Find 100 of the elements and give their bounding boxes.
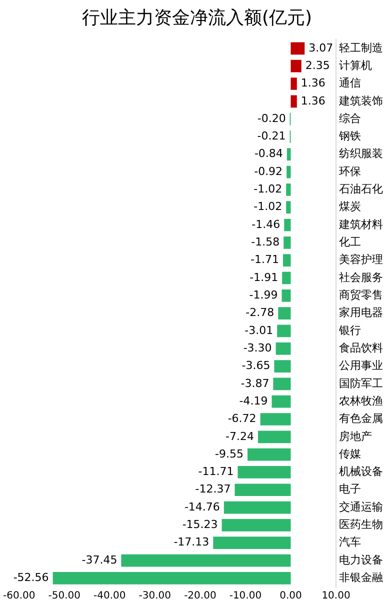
data-label: 1.36 bbox=[300, 94, 326, 108]
data-label: -9.55 bbox=[215, 447, 244, 460]
bar bbox=[258, 430, 291, 444]
bar bbox=[276, 342, 291, 355]
bar bbox=[286, 184, 291, 196]
bar bbox=[238, 466, 291, 478]
data-label: -0.84 bbox=[254, 147, 283, 160]
data-label: -1.91 bbox=[250, 270, 278, 284]
y-tick-label: 化工 bbox=[339, 236, 361, 249]
data-label: -12.37 bbox=[195, 482, 231, 496]
y-tick-label: 社会服务 bbox=[339, 270, 383, 284]
data-label: -0.21 bbox=[257, 130, 286, 143]
data-label: -3.30 bbox=[243, 341, 272, 354]
bar bbox=[260, 413, 291, 426]
y-tick-label: 综合 bbox=[339, 112, 361, 125]
bar bbox=[273, 378, 291, 390]
bar bbox=[290, 95, 297, 108]
x-tick-label: -40.00 bbox=[94, 590, 126, 602]
data-label: -17.13 bbox=[174, 536, 210, 549]
y-tick-label: 银行 bbox=[338, 324, 361, 337]
data-label: 1.36 bbox=[300, 76, 326, 90]
x-tick-label: -20.00 bbox=[184, 590, 216, 602]
bar bbox=[290, 42, 305, 55]
chart-title: 行业主力资金净流入额(亿元) bbox=[82, 7, 312, 28]
y-tick-label: 建筑材料 bbox=[338, 218, 383, 231]
bar bbox=[284, 236, 291, 249]
data-label: -1.99 bbox=[249, 288, 278, 302]
y-tick-label: 汽车 bbox=[339, 536, 361, 549]
bar bbox=[272, 395, 291, 408]
x-tick-label: -50.00 bbox=[48, 590, 81, 602]
data-label: -1.46 bbox=[252, 218, 280, 231]
y-tick-label: 计算机 bbox=[339, 58, 372, 72]
bar bbox=[286, 166, 291, 178]
y-tick-label: 医药生物 bbox=[339, 518, 383, 532]
data-label: -2.78 bbox=[246, 306, 274, 320]
bar bbox=[274, 360, 291, 372]
y-tick-label: 房地产 bbox=[339, 430, 372, 443]
bar bbox=[277, 324, 291, 338]
y-tick-label: 煤炭 bbox=[339, 200, 361, 214]
bar bbox=[222, 519, 291, 532]
y-tick-label: 美容护理 bbox=[339, 253, 383, 266]
data-label: -1.02 bbox=[254, 200, 282, 214]
bar bbox=[278, 307, 291, 320]
data-label: -3.65 bbox=[242, 359, 270, 372]
data-label: -11.71 bbox=[198, 465, 234, 478]
y-tick-label: 电力设备 bbox=[339, 553, 383, 566]
x-tick-label: -30.00 bbox=[138, 590, 172, 602]
bar bbox=[213, 536, 291, 550]
y-tick-label: 食品饮料 bbox=[339, 341, 383, 354]
bar bbox=[121, 554, 291, 567]
data-label: -1.58 bbox=[251, 236, 280, 249]
bar bbox=[282, 289, 291, 302]
bar bbox=[282, 254, 291, 267]
data-label: 2.35 bbox=[305, 58, 330, 72]
x-tick-label: 10.00 bbox=[322, 590, 350, 602]
y-tick-label: 通信 bbox=[339, 76, 361, 90]
y-tick-label: 有色金属 bbox=[339, 412, 383, 426]
data-label: -15.23 bbox=[182, 518, 218, 532]
bar bbox=[286, 148, 291, 161]
bar bbox=[234, 484, 291, 496]
y-tick-label: 农林牧渔 bbox=[339, 394, 383, 408]
bar bbox=[224, 501, 291, 514]
bar bbox=[282, 272, 291, 284]
x-tick-label: -10.00 bbox=[229, 590, 262, 602]
x-tick-label: -60.00 bbox=[2, 590, 36, 602]
bar bbox=[286, 201, 291, 214]
data-label: 3.07 bbox=[308, 41, 334, 54]
data-label: -1.02 bbox=[254, 182, 282, 196]
data-label: -7.24 bbox=[225, 430, 254, 443]
data-label: -52.56 bbox=[13, 571, 49, 584]
y-tick-label: 石油石化 bbox=[339, 182, 383, 196]
data-label: -0.92 bbox=[254, 164, 283, 178]
y-tick-label: 公用事业 bbox=[339, 359, 383, 372]
y-tick-label: 交通运输 bbox=[339, 500, 383, 514]
bar bbox=[52, 572, 291, 584]
y-tick-label: 传媒 bbox=[339, 447, 361, 460]
data-label: -3.87 bbox=[240, 376, 270, 390]
data-label: -4.19 bbox=[239, 394, 268, 408]
bar bbox=[290, 60, 302, 72]
data-label: -3.01 bbox=[244, 324, 274, 337]
y-tick-label: 国防军工 bbox=[339, 376, 383, 390]
data-label: -14.76 bbox=[184, 500, 220, 514]
y-tick-label: 非银金融 bbox=[339, 571, 383, 584]
data-label: -1.71 bbox=[250, 253, 279, 266]
y-tick-label: 建筑装饰 bbox=[338, 94, 383, 108]
y-tick-label: 环保 bbox=[339, 164, 361, 178]
bar bbox=[284, 218, 291, 232]
x-tick-label: 0.00 bbox=[280, 590, 302, 602]
y-tick-label: 纺织服装 bbox=[339, 147, 383, 160]
y-tick-label: 电子 bbox=[339, 482, 361, 496]
data-label: -37.45 bbox=[82, 553, 118, 566]
y-tick-label: 轻工制造 bbox=[339, 41, 383, 54]
data-label: -0.20 bbox=[257, 112, 286, 125]
data-label: -6.72 bbox=[228, 412, 256, 426]
bar bbox=[290, 78, 297, 90]
y-tick-label: 钢铁 bbox=[338, 130, 361, 143]
y-tick-label: 商贸零售 bbox=[339, 288, 383, 302]
bar bbox=[248, 448, 291, 461]
y-tick-label: 家用电器 bbox=[339, 306, 383, 320]
y-tick-label: 机械设备 bbox=[339, 465, 383, 478]
